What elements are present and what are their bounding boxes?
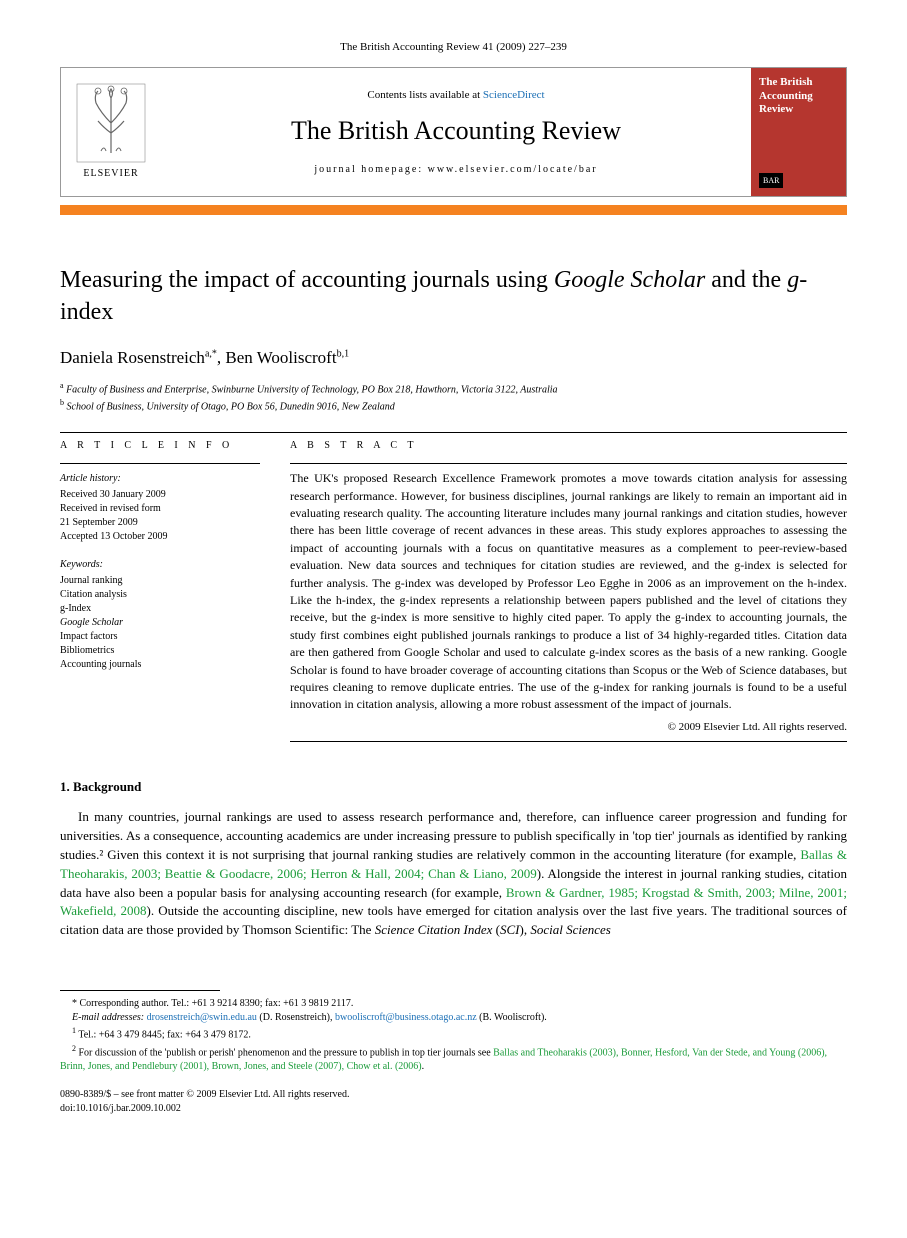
elsevier-tree-icon xyxy=(76,83,146,163)
received-line: Received 30 January 2009 xyxy=(60,488,260,502)
author-1-name: Daniela Rosenstreich xyxy=(60,348,205,367)
cover-logo: BAR xyxy=(759,173,783,188)
section-1-paragraph: In many countries, journal rankings are … xyxy=(60,808,847,940)
article-title: Measuring the impact of accounting journ… xyxy=(60,265,847,327)
homepage-label: journal homepage: xyxy=(314,164,427,175)
header-center: Contents lists available at ScienceDirec… xyxy=(161,68,751,196)
journal-title: The British Accounting Review xyxy=(291,113,621,149)
footnote-1: 1 Tel.: +64 3 479 8445; fax: +64 3 479 8… xyxy=(60,1025,847,1042)
revised-line-2: 21 September 2009 xyxy=(60,516,260,530)
contents-available-line: Contents lists available at ScienceDirec… xyxy=(367,88,544,103)
email-who-2: (B. Wooliscroft). xyxy=(477,1012,547,1023)
email-link-1[interactable]: drosenstreich@swin.edu.au xyxy=(147,1012,257,1023)
body-italic-1: Science Citation Index xyxy=(375,922,493,937)
journal-reference: The British Accounting Review 41 (2009) … xyxy=(60,40,847,55)
revised-line-1: Received in revised form xyxy=(60,502,260,516)
footnote-2: 2 For discussion of the 'publish or peri… xyxy=(60,1043,847,1074)
rule-info-1 xyxy=(60,463,260,464)
author-2-name: Ben Wooliscroft xyxy=(225,348,336,367)
keywords-label: Keywords: xyxy=(60,558,260,572)
authors-line: Daniela Rosenstreicha,*, Ben Wooliscroft… xyxy=(60,346,847,370)
keyword-6: Bibliometrics xyxy=(60,644,260,658)
journal-header-box: ELSEVIER Contents lists available at Sci… xyxy=(60,67,847,197)
keyword-4: Google Scholar xyxy=(60,616,260,630)
section-1-heading: 1. Background xyxy=(60,778,847,796)
keyword-5: Impact factors xyxy=(60,630,260,644)
footnote-corresponding: * Corresponding author. Tel.: +61 3 9214… xyxy=(60,997,847,1011)
title-prefix: Measuring the impact of accounting journ… xyxy=(60,267,554,293)
title-italic-g: g xyxy=(787,267,799,293)
cover-title: The British Accounting Review xyxy=(759,76,838,116)
affiliation-b: b School of Business, University of Otag… xyxy=(60,397,847,414)
email-label: E-mail addresses: xyxy=(72,1012,147,1023)
rule-abstract-2 xyxy=(290,741,847,742)
affiliation-a: a Faculty of Business and Enterprise, Sw… xyxy=(60,380,847,397)
body-italic-2: SCI xyxy=(500,922,520,937)
body-text-1: In many countries, journal rankings are … xyxy=(60,809,847,862)
sciencedirect-link[interactable]: ScienceDirect xyxy=(483,89,545,101)
journal-homepage-line: journal homepage: www.elsevier.com/locat… xyxy=(314,163,597,177)
affiliations: a Faculty of Business and Enterprise, Sw… xyxy=(60,380,847,415)
author-2-sup: b,1 xyxy=(337,348,350,359)
elsevier-label: ELSEVIER xyxy=(83,167,138,181)
doi-line: doi:10.1016/j.bar.2009.10.002 xyxy=(60,1102,847,1116)
keyword-3: g-Index xyxy=(60,602,260,616)
article-info-heading: A R T I C L E I N F O xyxy=(60,439,260,453)
contents-prefix: Contents lists available at xyxy=(367,89,482,101)
issn-copyright-line: 0890-8389/$ – see front matter © 2009 El… xyxy=(60,1088,847,1102)
accepted-line: Accepted 13 October 2009 xyxy=(60,530,260,544)
rule-above-info xyxy=(60,432,847,433)
author-1-sup: a,* xyxy=(205,348,217,359)
article-info-column: A R T I C L E I N F O Article history: R… xyxy=(60,439,260,748)
history-label: Article history: xyxy=(60,472,260,486)
abstract-column: A B S T R A C T The UK's proposed Resear… xyxy=(290,439,847,748)
body-text-5: ), xyxy=(519,922,530,937)
footnotes-rule xyxy=(60,990,220,991)
email-who-1: (D. Rosenstreich), xyxy=(257,1012,335,1023)
abstract-heading: A B S T R A C T xyxy=(290,439,847,453)
elsevier-logo-block: ELSEVIER xyxy=(61,68,161,196)
abstract-text: The UK's proposed Research Excellence Fr… xyxy=(290,470,847,713)
keyword-1: Journal ranking xyxy=(60,574,260,588)
body-text-4: ( xyxy=(492,922,500,937)
keyword-2: Citation analysis xyxy=(60,588,260,602)
journal-cover-thumbnail: The British Accounting Review BAR xyxy=(751,68,846,196)
keyword-7: Accounting journals xyxy=(60,658,260,672)
footnote-emails: E-mail addresses: drosenstreich@swin.edu… xyxy=(60,1011,847,1025)
homepage-url[interactable]: www.elsevier.com/locate/bar xyxy=(428,164,598,175)
info-abstract-row: A R T I C L E I N F O Article history: R… xyxy=(60,439,847,748)
body-italic-3: Social Sciences xyxy=(530,922,611,937)
orange-divider-bar xyxy=(60,205,847,215)
title-italic-google-scholar: Google Scholar xyxy=(554,267,705,293)
abstract-copyright: © 2009 Elsevier Ltd. All rights reserved… xyxy=(290,720,847,735)
email-link-2[interactable]: bwooliscroft@business.otago.ac.nz xyxy=(335,1012,477,1023)
rule-abstract-1 xyxy=(290,463,847,464)
title-mid: and the xyxy=(705,267,787,293)
